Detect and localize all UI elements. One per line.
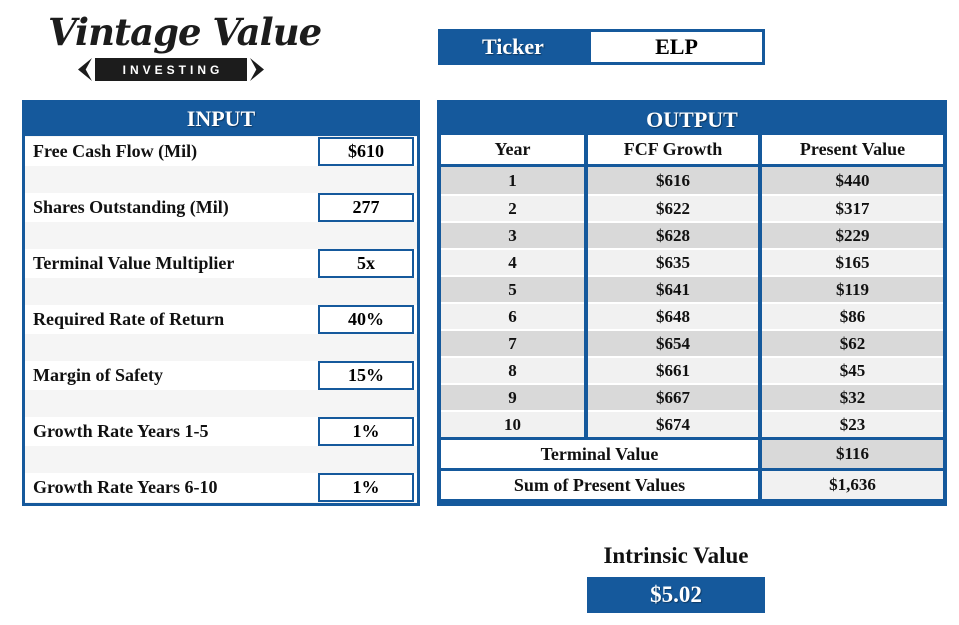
margin-of-safety-label: Margin of Safety (33, 365, 163, 385)
free-cash-flow-input[interactable]: $610 (318, 137, 414, 166)
input-row-terminal-multiplier: Terminal Value Multiplier 5x (25, 249, 417, 278)
intrinsic-value-label: Intrinsic Value (603, 543, 749, 568)
output-row-6: 6 $648 $86 (441, 302, 943, 329)
present-value-cell: $23 (762, 410, 943, 437)
terminal-value-label: Terminal Value (441, 440, 758, 468)
fcf-growth-cell: $616 (588, 167, 758, 194)
column-header-present-value: Present Value (762, 135, 943, 164)
input-row-shares-outstanding: Shares Outstanding (Mil) 277 (25, 193, 417, 222)
present-value-cell: $45 (762, 356, 943, 383)
output-row-8: 8 $661 $45 (441, 356, 943, 383)
ticker-value-input[interactable]: ELP (588, 29, 765, 65)
year-cell: 4 (441, 248, 584, 275)
margin-of-safety-input[interactable]: 15% (318, 361, 414, 390)
present-value-cell: $165 (762, 248, 943, 275)
present-value-cell: $86 (762, 302, 943, 329)
ribbon-right-chevron-icon (250, 58, 264, 81)
output-row-2: 2 $622 $317 (441, 194, 943, 221)
output-row-3: 3 $628 $229 (441, 221, 943, 248)
growth-rate-1-5-input[interactable]: 1% (318, 417, 414, 446)
year-cell: 3 (441, 221, 584, 248)
growth-rate-1-5-label: Growth Rate Years 1-5 (33, 421, 209, 441)
ticker-section: Ticker ELP (438, 29, 765, 65)
growth-rate-6-10-label: Growth Rate Years 6-10 (33, 477, 218, 497)
terminal-multiplier-label: Terminal Value Multiplier (33, 253, 235, 273)
year-cell: 8 (441, 356, 584, 383)
fcf-growth-cell: $628 (588, 221, 758, 248)
fcf-growth-cell: $622 (588, 194, 758, 221)
fcf-growth-cell: $648 (588, 302, 758, 329)
year-cell: 9 (441, 383, 584, 410)
year-cell: 2 (441, 194, 584, 221)
vintage-value-logo: Vintage Value INVESTING (48, 8, 322, 81)
fcf-growth-cell: $667 (588, 383, 758, 410)
fcf-growth-cell: $635 (588, 248, 758, 275)
present-value-cell: $440 (762, 167, 943, 194)
output-row-9: 9 $667 $32 (441, 383, 943, 410)
sum-present-values-label: Sum of Present Values (441, 471, 758, 499)
fcf-growth-cell: $674 (588, 410, 758, 437)
column-header-year: Year (441, 135, 584, 164)
year-cell: 1 (441, 167, 584, 194)
input-row-growth-rate-1-5: Growth Rate Years 1-5 1% (25, 417, 417, 446)
fcf-growth-cell: $641 (588, 275, 758, 302)
present-value-cell: $317 (762, 194, 943, 221)
output-row-10: 10 $674 $23 (441, 410, 943, 437)
present-value-cell: $62 (762, 329, 943, 356)
year-cell: 5 (441, 275, 584, 302)
required-return-input[interactable]: 40% (318, 305, 414, 334)
input-row-free-cash-flow: Free Cash Flow (Mil) $610 (25, 137, 417, 166)
growth-rate-6-10-input[interactable]: 1% (318, 473, 414, 502)
output-panel-title: OUTPUT (441, 104, 943, 135)
input-panel: INPUT Free Cash Flow (Mil) $610 Shares O… (22, 100, 420, 506)
sum-present-values-row: Sum of Present Values $1,636 (441, 471, 943, 499)
intrinsic-value-amount: $5.02 (587, 577, 765, 613)
fcf-growth-cell: $661 (588, 356, 758, 383)
input-row-required-return: Required Rate of Return 40% (25, 305, 417, 334)
ticker-label: Ticker (438, 29, 588, 65)
ribbon-left-chevron-icon (78, 58, 92, 81)
output-row-4: 4 $635 $165 (441, 248, 943, 275)
output-row-7: 7 $654 $62 (441, 329, 943, 356)
shares-outstanding-label: Shares Outstanding (Mil) (33, 197, 229, 217)
required-return-label: Required Rate of Return (33, 309, 225, 329)
output-panel: OUTPUT Year FCF Growth Present Value 1 $… (437, 100, 947, 506)
logo-script-text: Vintage Value (48, 10, 322, 54)
shares-outstanding-input[interactable]: 277 (318, 193, 414, 222)
terminal-value-row: Terminal Value $116 (441, 440, 943, 468)
present-value-cell: $119 (762, 275, 943, 302)
output-table-header: Year FCF Growth Present Value (441, 135, 943, 164)
output-row-1: 1 $616 $440 (441, 167, 943, 194)
input-panel-title: INPUT (24, 102, 418, 136)
column-header-fcf-growth: FCF Growth (588, 135, 758, 164)
present-value-cell: $229 (762, 221, 943, 248)
year-cell: 10 (441, 410, 584, 437)
input-fields-list: Free Cash Flow (Mil) $610 Shares Outstan… (25, 135, 417, 503)
logo-tagline: INVESTING (95, 58, 247, 81)
fcf-growth-cell: $654 (588, 329, 758, 356)
sum-present-values-amount: $1,636 (762, 471, 943, 499)
output-row-5: 5 $641 $119 (441, 275, 943, 302)
input-row-growth-rate-6-10: Growth Rate Years 6-10 1% (25, 473, 417, 502)
input-row-margin-of-safety: Margin of Safety 15% (25, 361, 417, 390)
logo-ribbon: INVESTING (78, 58, 264, 81)
free-cash-flow-label: Free Cash Flow (Mil) (33, 141, 198, 161)
terminal-value-amount: $116 (762, 440, 943, 468)
terminal-multiplier-input[interactable]: 5x (318, 249, 414, 278)
present-value-cell: $32 (762, 383, 943, 410)
year-cell: 6 (441, 302, 584, 329)
year-cell: 7 (441, 329, 584, 356)
